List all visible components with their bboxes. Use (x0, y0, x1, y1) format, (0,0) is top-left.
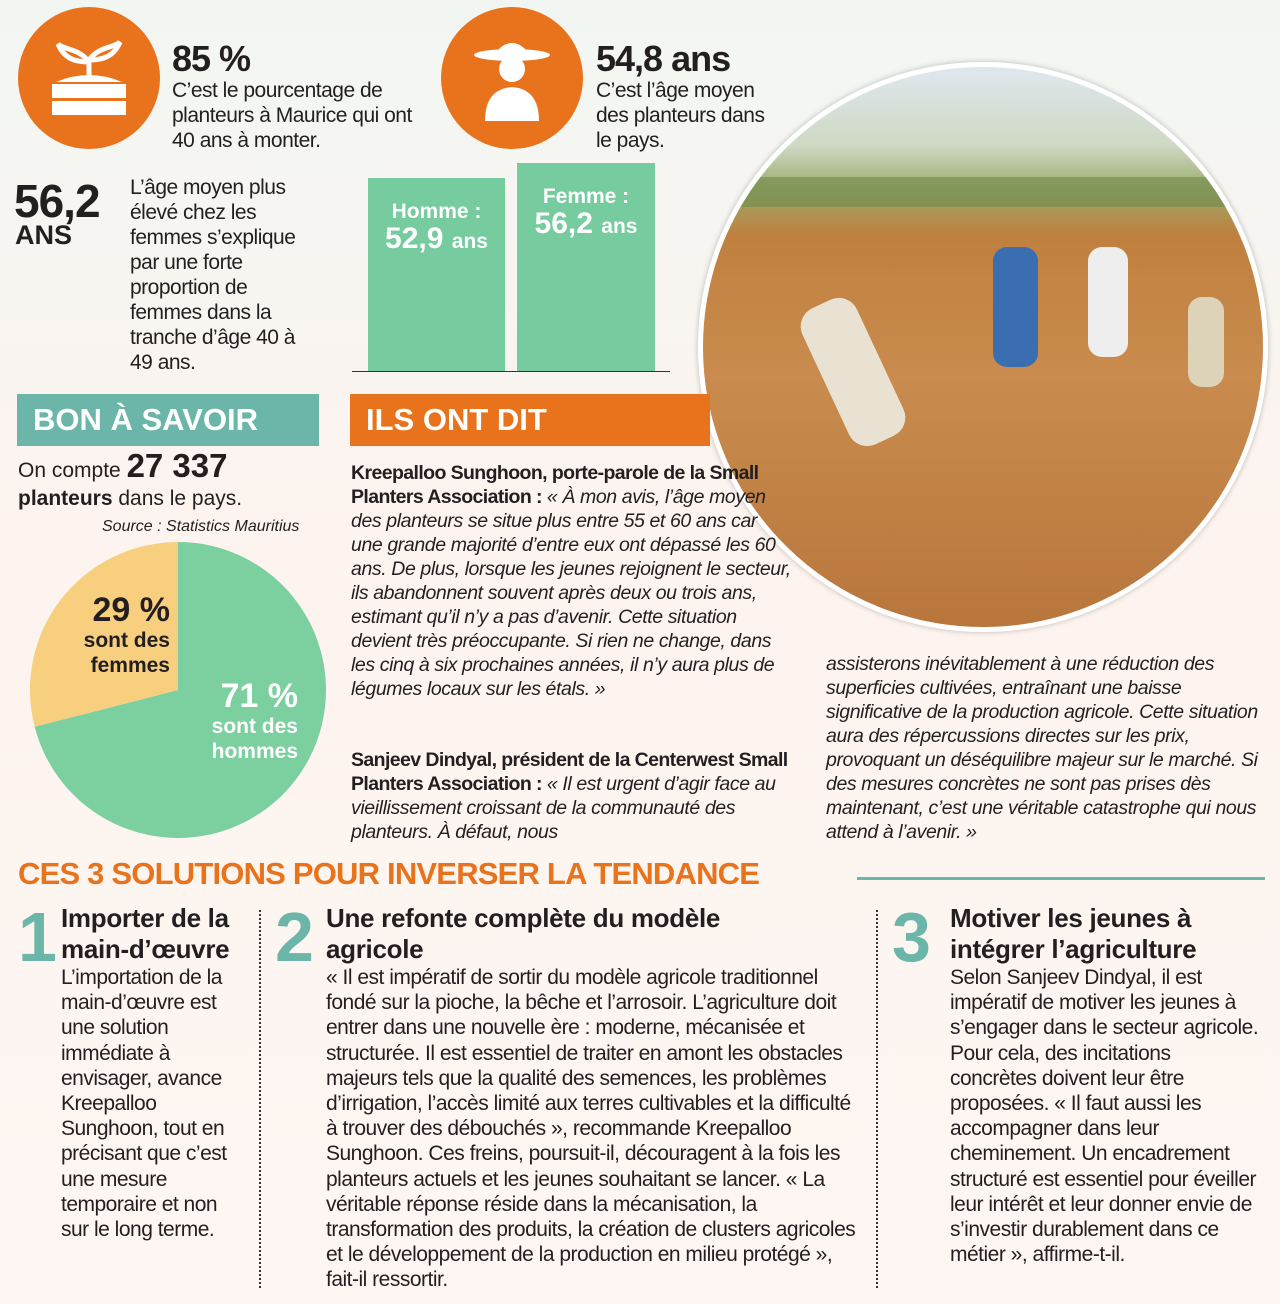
pie-femmes-pct: 29 % (92, 591, 171, 629)
source: Source : Statistics Mauritius (102, 518, 300, 535)
bar-femme: Femme : 56,2 ans (517, 163, 655, 371)
quote-dindyal-continued: assisterons inévitablement à une réducti… (826, 653, 1258, 843)
solutions-heading: CES 3 SOLUTIONS POUR INVERSER LA TENDANC… (18, 856, 760, 891)
solution-1-body: L’importation de la main-d’œuvre est une… (61, 966, 227, 1242)
stat-women-age-value: 56,2 (14, 175, 101, 227)
pie-slice-femmes (29, 542, 178, 727)
bar-femme-unit: ans (601, 215, 638, 238)
farmers-photo (698, 62, 1268, 632)
solutions-rule (857, 877, 1265, 880)
stat-age-text: C’est l’âge moyen des planteurs dans le … (596, 79, 765, 152)
pie-label-femmes: 29 % sont des femmes (52, 592, 170, 678)
quote-dindyal-text: « Il est urgent d’agir face au vieilliss… (351, 773, 776, 843)
solution-3-number: 3 (892, 898, 931, 976)
solution-3: Motiver les jeunes à intégrer l’agricult… (950, 903, 1260, 1267)
planters-count: On compte 27 337 planteurs dans le pays. (18, 449, 318, 513)
bar-homme-value: 52,9 (385, 222, 444, 255)
bon-a-savoir-heading: BON À SAVOIR (17, 394, 319, 446)
solution-1-number: 1 (18, 898, 57, 976)
pie-femmes-l2: femmes (90, 654, 170, 677)
bar-homme-unit: ans (451, 230, 488, 253)
farmer-icon (441, 7, 583, 149)
stat-85-text: C’est le pourcentage de planteurs à Maur… (172, 79, 412, 152)
quote-sunghoon: Kreepalloo Sunghoon, porte-parole de la … (351, 461, 791, 701)
count-post: dans le pays. (112, 487, 243, 510)
quote-sunghoon-text: « À mon avis, l’âge moyen des planteurs … (351, 486, 791, 700)
separator (876, 910, 878, 1288)
stat-women-age-unit: ANS (15, 220, 73, 250)
solution-2-body: « Il est impératif de sortir du modèle a… (326, 966, 856, 1292)
quote-dindyal-name: Sanjeev Dindyal, président de la Centerw… (351, 749, 788, 795)
pie-hommes-l1: sont des (211, 715, 298, 738)
seedling-crate-icon (18, 7, 160, 149)
quote-sunghoon-name: Kreepalloo Sunghoon, porte-parole de la … (351, 462, 759, 508)
bar-homme-label: Homme : (391, 200, 482, 223)
quote-dindyal: Sanjeev Dindyal, président de la Centerw… (351, 748, 796, 844)
solution-1: Importer de la main-d’œuvre L’importatio… (61, 903, 246, 1242)
pie-slice-hommes (34, 542, 327, 838)
count-value: 27 337 (126, 447, 228, 484)
bar-baseline (352, 371, 670, 372)
solution-2-number: 2 (275, 898, 314, 976)
stat-women-age-text: L’âge moyen plus élevé chez les femmes s… (130, 176, 296, 374)
ils-ont-dit-heading: ILS ONT DIT (350, 394, 710, 446)
stat-age-value: 54,8 ans (596, 38, 731, 79)
solution-1-title: Importer de la main-d’œuvre (61, 903, 230, 964)
solution-3-body: Selon Sanjeev Dindyal, il est impératif … (950, 966, 1259, 1267)
solution-2: Une refonte complète du modèle agricole … (326, 903, 866, 1293)
pie-hommes-l2: hommes (211, 740, 298, 763)
solution-2-title: Une refonte complète du modèle agricole (326, 903, 721, 964)
count-pre: On compte (18, 459, 127, 482)
stat-85-value: 85 % (172, 38, 251, 79)
count-planteurs: planteurs (18, 487, 113, 510)
solution-3-title: Motiver les jeunes à intégrer l’agricult… (950, 903, 1197, 964)
gender-pie-chart (29, 542, 327, 838)
pie-label-hommes: 71 % sont des hommes (180, 678, 298, 764)
bar-femme-label: Femme : (542, 185, 630, 208)
bar-femme-value: 56,2 (534, 207, 593, 240)
pie-femmes-l1: sont des (83, 629, 170, 652)
separator (259, 910, 261, 1288)
bar-homme: Homme : 52,9 ans (368, 178, 505, 371)
pie-hommes-pct: 71 % (220, 677, 299, 715)
